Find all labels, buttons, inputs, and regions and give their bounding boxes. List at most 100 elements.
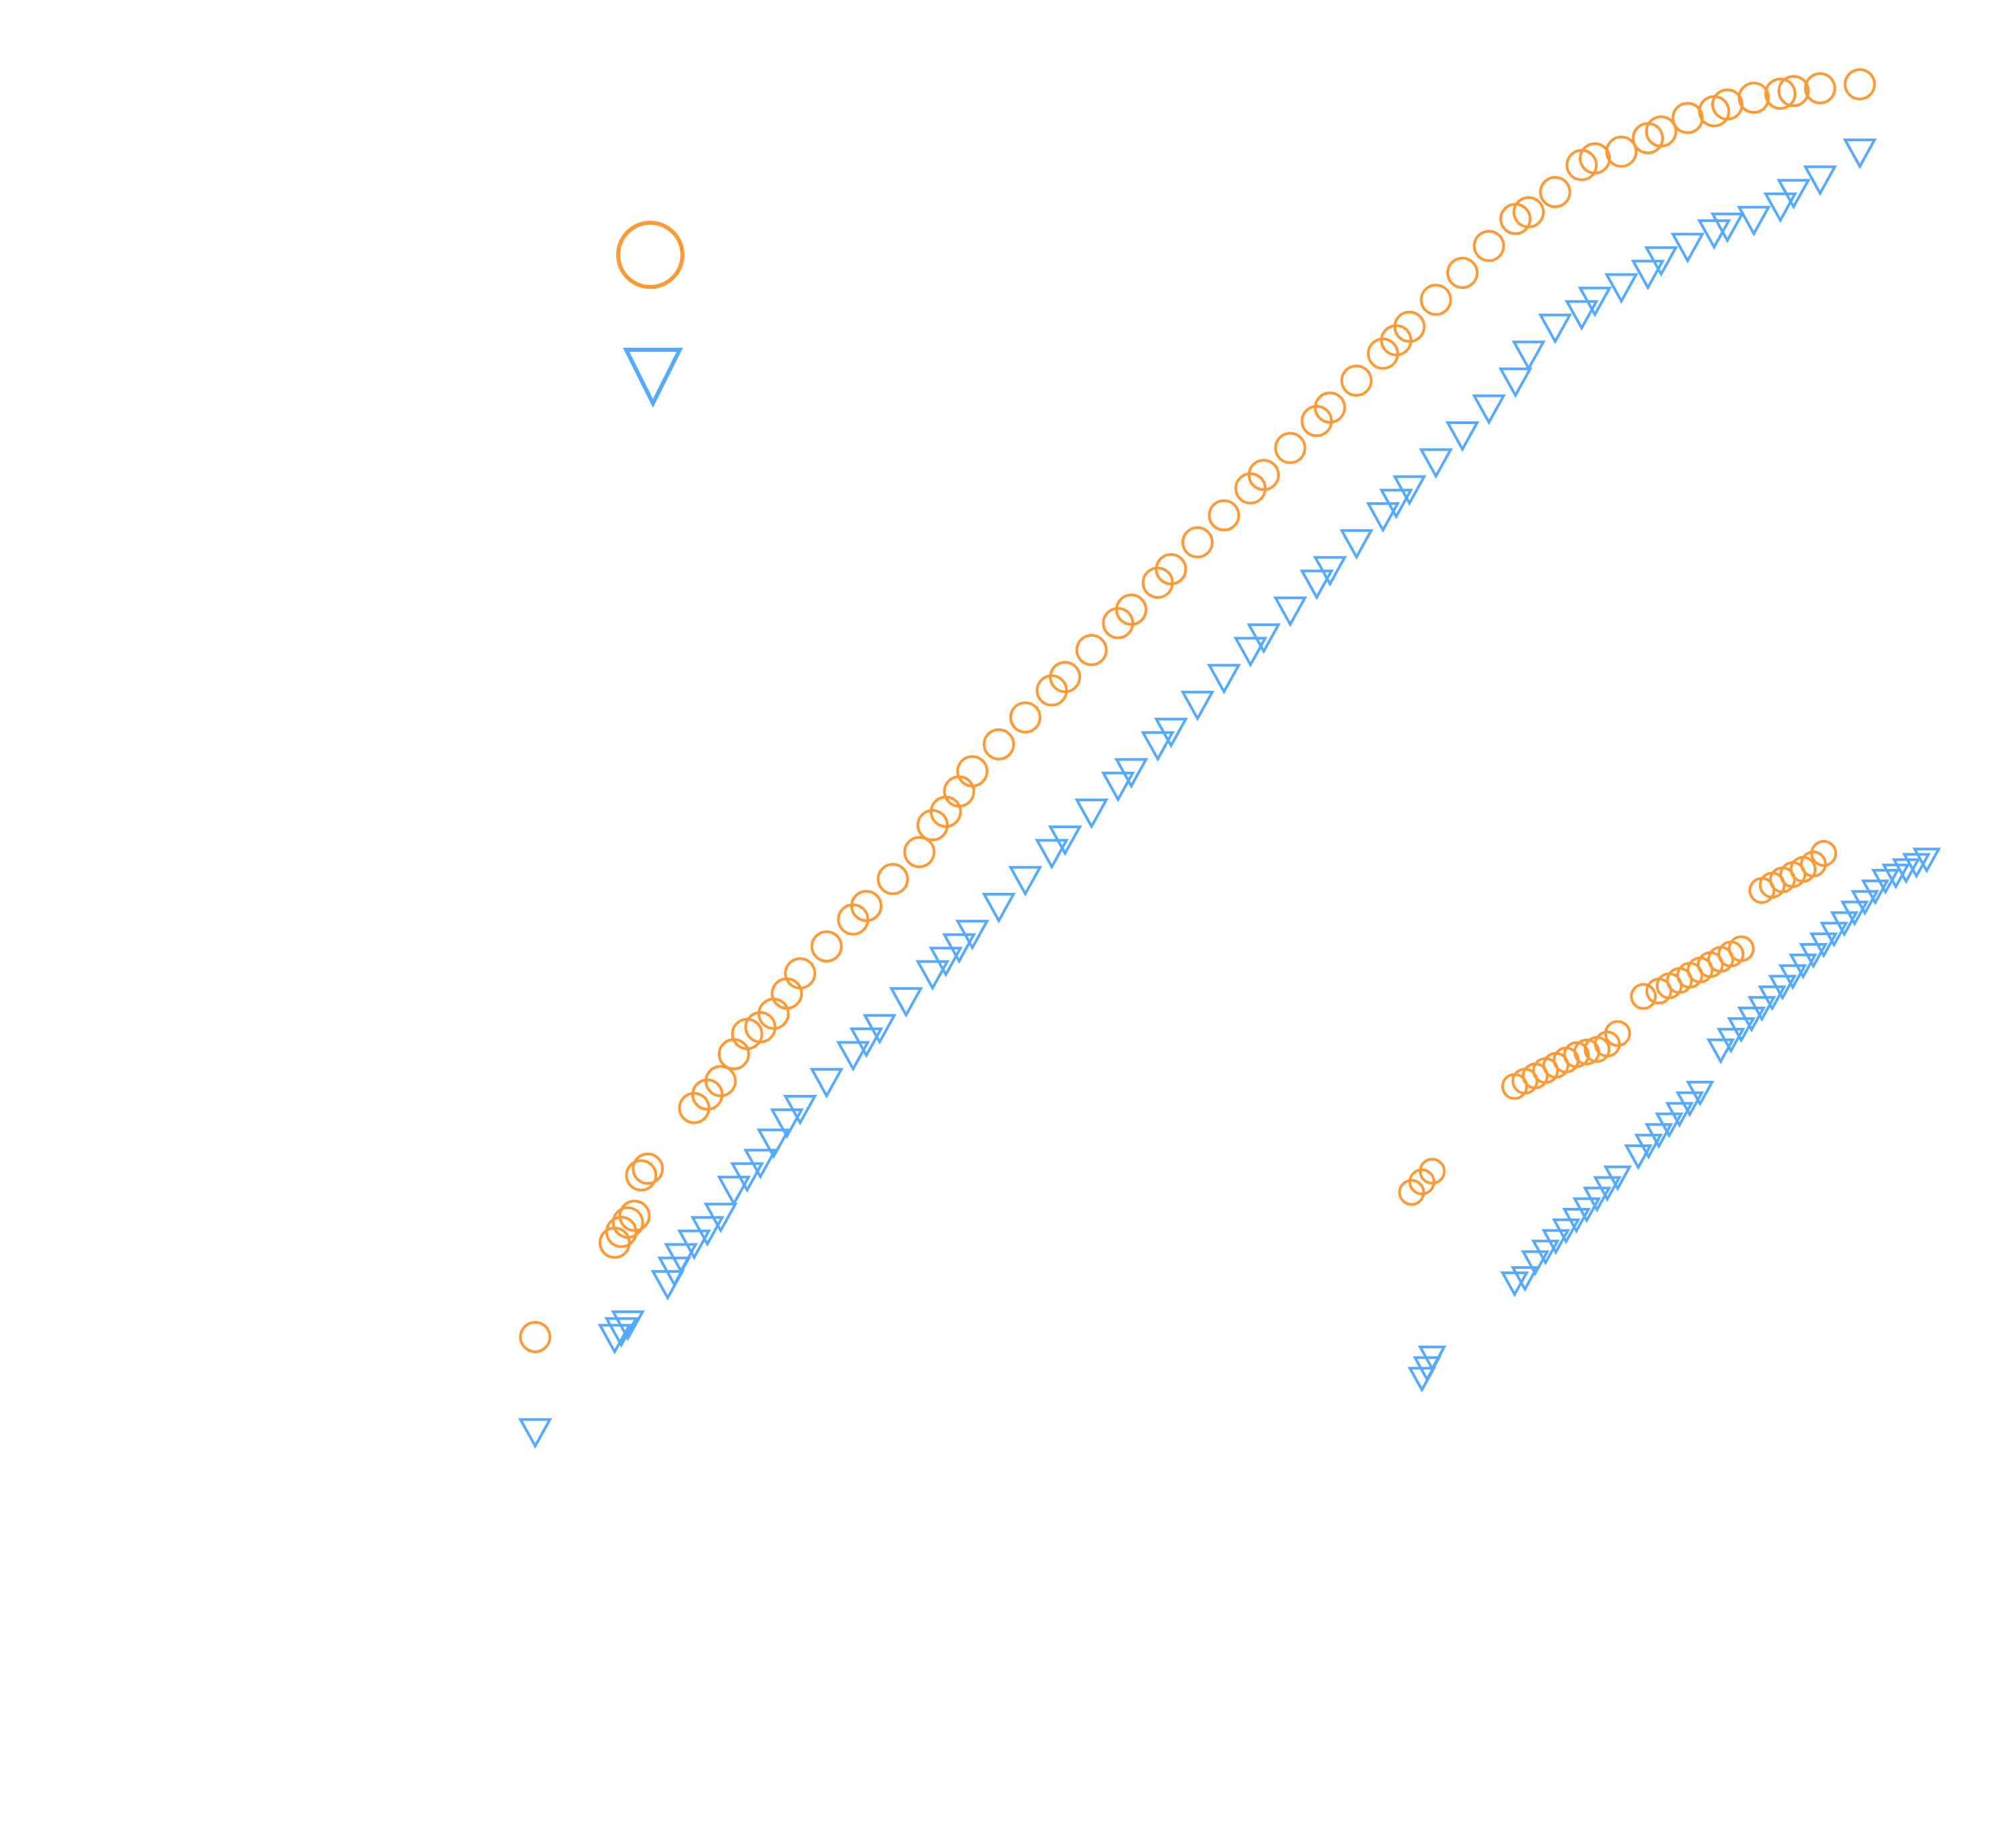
data-point-circle (1810, 839, 1837, 867)
series-circle (519, 68, 1876, 1353)
data-point-triangle-down (1788, 953, 1818, 980)
data-point-circle (704, 1065, 737, 1098)
data-point-circle (718, 1038, 750, 1071)
legend (616, 221, 684, 408)
data-point-triangle-down (1541, 1229, 1570, 1255)
data-point-triangle-down (1778, 964, 1808, 991)
legend-marker-circle (616, 221, 684, 289)
data-point-circle (1844, 68, 1876, 100)
data-point-circle (1420, 284, 1452, 316)
data-point-circle (1630, 983, 1657, 1010)
data-point-circle (1248, 459, 1280, 492)
data-point-triangle-down (1048, 825, 1082, 856)
data-point-triangle-down (677, 1229, 711, 1261)
data-point-triangle-down (1634, 1134, 1663, 1160)
data-point-circle (943, 775, 975, 808)
data-point-triangle-down (1768, 974, 1797, 1001)
data-point-circle (1513, 196, 1545, 229)
data-point-triangle-down (604, 1317, 639, 1348)
inset-plot-area (1398, 839, 1941, 1393)
data-point-circle (810, 930, 843, 962)
data-point-circle (605, 1215, 638, 1248)
data-point-triangle-down (1697, 219, 1731, 250)
data-point-triangle-down (1809, 932, 1838, 958)
data-point-circle (771, 977, 803, 1010)
data-point-triangle-down (1803, 165, 1837, 197)
data-point-triangle-down (1418, 1345, 1447, 1372)
data-point-triangle-down (1392, 475, 1427, 506)
data-point-circle (784, 957, 816, 990)
data-point-triangle-down (1101, 771, 1135, 803)
data-point-triangle-down (1644, 1123, 1673, 1149)
data-point-triangle-down (1717, 1027, 1745, 1054)
series-triangle-down (1408, 847, 1941, 1393)
data-point-triangle-down (1313, 556, 1347, 587)
data-point-circle (1314, 391, 1346, 424)
data-point-circle (598, 1227, 631, 1259)
data-point-triangle-down (1511, 340, 1546, 371)
data-point-triangle-down (1538, 313, 1572, 344)
data-point-circle (618, 1199, 651, 1232)
data-point-triangle-down (1008, 865, 1042, 897)
data-point-triangle-down (1582, 1187, 1612, 1213)
data-point-triangle-down (1624, 1144, 1653, 1170)
data-point-circle (1115, 593, 1147, 626)
data-point-circle (1398, 1178, 1425, 1206)
data-point-circle (1671, 102, 1704, 134)
data-point-triangle-down (1706, 1038, 1735, 1065)
data-point-circle (956, 755, 989, 788)
data-point-triangle-down (518, 1418, 553, 1449)
data-point-triangle-down (743, 1148, 777, 1180)
data-point-triangle-down (1578, 286, 1612, 318)
data-point-triangle-down (1233, 637, 1268, 668)
data-point-triangle-down (1498, 367, 1533, 399)
data-point-triangle-down (889, 987, 923, 1018)
data-point-triangle-down (1154, 718, 1188, 748)
data-point-circle (1645, 115, 1677, 148)
data-point-triangle-down (849, 1027, 884, 1059)
data-point-circle (850, 890, 882, 922)
data-point-triangle-down (611, 1310, 645, 1342)
data-point-triangle-down (1339, 529, 1373, 560)
data-point-triangle-down (1710, 212, 1745, 243)
data-point-circle (1418, 1158, 1446, 1185)
data-point-triangle-down (1604, 273, 1638, 304)
data-point-triangle-down (1273, 596, 1307, 627)
data-point-triangle-down (769, 1108, 804, 1139)
data-point-triangle-down (981, 892, 1016, 924)
data-point-triangle-down (1074, 799, 1109, 829)
data-point-triangle-down (690, 1216, 725, 1247)
data-point-triangle-down (1630, 260, 1665, 291)
data-point-circle (1208, 499, 1240, 532)
data-point-circle (1009, 701, 1042, 734)
data-point-circle (1594, 1031, 1621, 1057)
data-point-triangle-down (1670, 233, 1705, 264)
data-point-triangle-down (1757, 985, 1787, 1011)
data-point-triangle-down (915, 960, 950, 991)
data-point-triangle-down (1727, 1017, 1756, 1043)
data-point-triangle-down (1207, 663, 1241, 695)
data-point-triangle-down (1776, 179, 1811, 210)
data-point-circle (632, 1152, 664, 1185)
data-point-triangle-down (703, 1203, 738, 1233)
data-point-triangle-down (1572, 1197, 1602, 1223)
data-point-triangle-down (1840, 900, 1869, 927)
data-point-triangle-down (1445, 421, 1480, 452)
data-point-triangle-down (809, 1067, 844, 1099)
data-point-circle (1804, 72, 1836, 104)
data-point-triangle-down (1521, 1250, 1550, 1276)
data-point-triangle-down (1246, 623, 1281, 654)
data-point-triangle-down (730, 1162, 765, 1193)
data-point-triangle-down (942, 933, 976, 964)
data-point-circle (1563, 1041, 1590, 1068)
data-point-triangle-down (862, 1014, 897, 1045)
data-point-triangle-down (1737, 1007, 1766, 1033)
data-point-triangle-down (1830, 911, 1859, 938)
data-point-circle (1605, 135, 1638, 168)
legend-marker-triangle (623, 348, 683, 408)
data-point-triangle-down (757, 1128, 791, 1160)
data-point-circle (1274, 431, 1307, 464)
data-point-triangle-down (1763, 192, 1798, 223)
data-point-circle (903, 836, 936, 868)
data-point-triangle-down (597, 1324, 632, 1355)
